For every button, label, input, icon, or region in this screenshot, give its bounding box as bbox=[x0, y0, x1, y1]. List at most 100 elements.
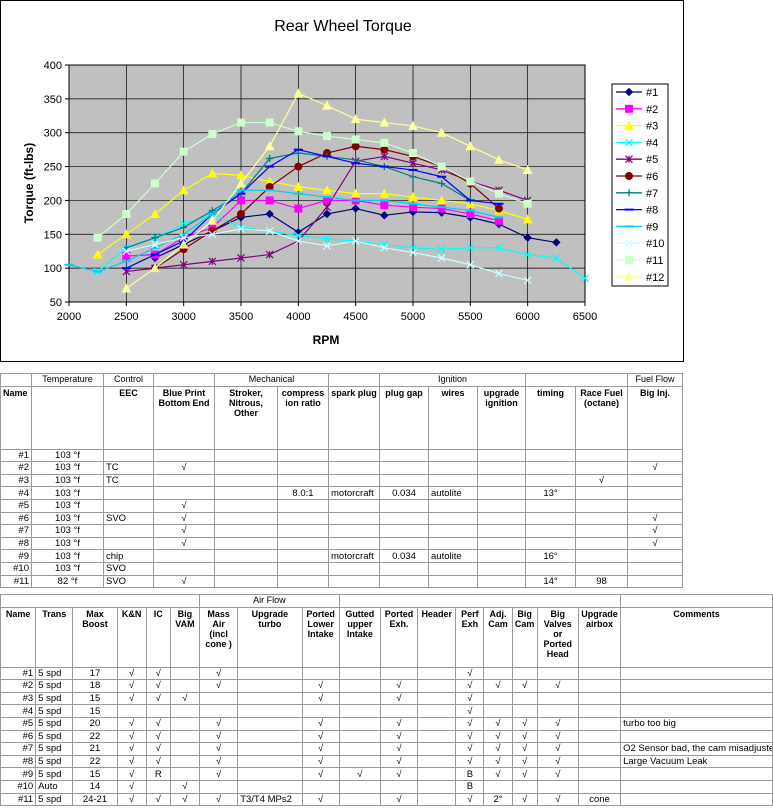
table-cell: B bbox=[455, 767, 485, 781]
column-header: plug gap bbox=[379, 385, 429, 450]
comment-cell bbox=[620, 767, 773, 781]
table-cell bbox=[237, 691, 303, 706]
comment-cell bbox=[620, 666, 773, 681]
data-point bbox=[294, 162, 303, 171]
row-name: #2 bbox=[0, 461, 32, 475]
table-cell: 5 spd bbox=[35, 704, 74, 718]
y-axis-label: Torque (ft-lbs) bbox=[22, 143, 36, 223]
table-cell bbox=[301, 779, 340, 794]
x-tick-label: 3500 bbox=[229, 311, 253, 323]
table-cell bbox=[627, 561, 683, 576]
data-point bbox=[121, 229, 132, 239]
legend-item: #2 bbox=[616, 104, 658, 116]
group-header-empty bbox=[525, 373, 628, 387]
table-cell bbox=[477, 486, 526, 500]
table-cell bbox=[525, 524, 576, 538]
legend-item: #10 bbox=[616, 238, 664, 250]
table-cell: √ bbox=[455, 679, 485, 693]
data-point bbox=[552, 254, 561, 262]
column-header: Big VAM bbox=[169, 606, 201, 668]
data-point bbox=[236, 178, 246, 188]
table-cell bbox=[214, 498, 278, 513]
table-cell bbox=[536, 666, 579, 681]
table-cell bbox=[277, 561, 329, 576]
table-cell: √ bbox=[536, 742, 579, 756]
table-cell bbox=[214, 448, 278, 463]
series-line bbox=[97, 172, 528, 256]
column-header: Upgrade airbox bbox=[577, 606, 622, 668]
data-point bbox=[323, 203, 331, 212]
legend-label: #5 bbox=[646, 154, 658, 166]
table-cell: 5 spd bbox=[35, 691, 74, 706]
table-cell: √ bbox=[379, 742, 419, 756]
series-7 bbox=[122, 149, 474, 252]
data-point bbox=[265, 226, 274, 235]
table-cell: 5 spd bbox=[35, 666, 74, 681]
table-cell bbox=[237, 754, 303, 769]
x-tick-label: 4000 bbox=[286, 311, 310, 323]
group-header-control: Control bbox=[103, 373, 154, 387]
legend-label: #7 bbox=[646, 188, 658, 200]
table-cell bbox=[379, 779, 419, 794]
table-cell bbox=[428, 498, 478, 513]
table-cell bbox=[575, 498, 628, 513]
data-point bbox=[438, 180, 446, 187]
data-point bbox=[179, 147, 188, 156]
data-point bbox=[495, 189, 503, 198]
table-cell bbox=[169, 754, 201, 769]
data-point bbox=[380, 243, 389, 252]
table-cell bbox=[338, 679, 381, 693]
table-cell: √ bbox=[455, 792, 485, 807]
table-cell bbox=[338, 779, 381, 794]
table-cell: 5 spd bbox=[35, 716, 74, 731]
row-name: #6 bbox=[0, 729, 37, 744]
data-point bbox=[151, 179, 159, 188]
plot-border bbox=[68, 64, 586, 303]
table-cell: 15 bbox=[72, 691, 118, 706]
table-cell: √ bbox=[627, 461, 683, 475]
table-cell bbox=[214, 561, 278, 576]
legend-item: #12 bbox=[616, 271, 664, 284]
x-axis-label: RPM bbox=[313, 333, 340, 347]
table-cell bbox=[575, 448, 628, 463]
series-3 bbox=[92, 168, 533, 259]
table-cell bbox=[379, 498, 429, 513]
table-cell bbox=[169, 716, 201, 731]
table-cell: √ bbox=[483, 742, 513, 756]
row-name: #6 bbox=[0, 511, 32, 526]
table-cell bbox=[428, 473, 478, 488]
data-point bbox=[265, 118, 274, 127]
table-cell bbox=[145, 704, 171, 718]
data-point bbox=[265, 209, 274, 219]
table-cell bbox=[277, 536, 329, 551]
table-cell: √ bbox=[153, 574, 215, 589]
table-cell: √ bbox=[145, 679, 171, 693]
data-point bbox=[208, 230, 217, 239]
table-cell: autolite bbox=[428, 486, 478, 500]
legend-marker bbox=[624, 87, 634, 97]
table-cell bbox=[379, 461, 429, 475]
data-point bbox=[436, 127, 447, 137]
column-header: Big Cam bbox=[511, 606, 538, 668]
legend-label: #6 bbox=[646, 171, 658, 183]
data-point bbox=[208, 207, 216, 215]
table-cell: √ bbox=[116, 679, 147, 693]
data-point bbox=[180, 224, 188, 232]
data-point bbox=[294, 237, 303, 246]
table-cell: motorcraft bbox=[328, 549, 380, 563]
setup-table-1: Temperature Control Mechanical Ignition Fuel… bbox=[0, 373, 683, 589]
table-cell: √ bbox=[536, 767, 579, 781]
series-line bbox=[97, 121, 528, 239]
table-row: #4 103 °f 8.0:1 motorcraft 0.034 autolite 13° bbox=[0, 486, 683, 500]
table-cell bbox=[575, 486, 628, 500]
data-point bbox=[523, 276, 532, 285]
table-cell: √ bbox=[198, 716, 239, 731]
table-cell bbox=[525, 461, 576, 475]
table-cell: √ bbox=[301, 792, 340, 807]
table-cell bbox=[477, 448, 526, 463]
table-cell bbox=[328, 524, 380, 538]
table-cell: 13° bbox=[525, 486, 576, 500]
data-point bbox=[351, 142, 360, 151]
table-cell: √ bbox=[536, 716, 579, 731]
legend-marker bbox=[625, 239, 633, 248]
